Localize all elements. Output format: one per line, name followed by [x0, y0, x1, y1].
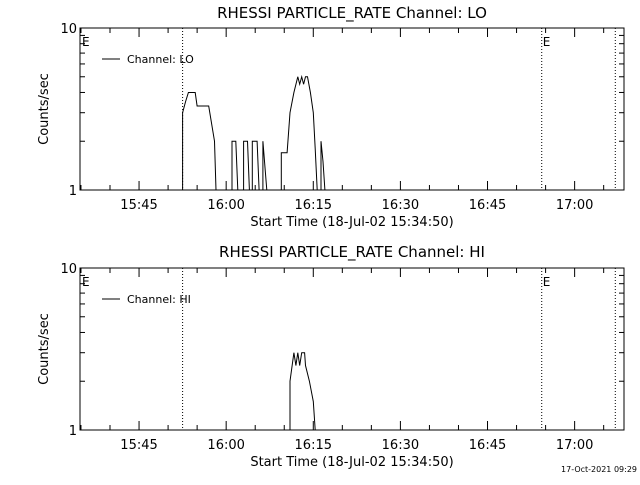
- x-tick-label: 16:30: [382, 438, 419, 453]
- event-marker-label: E: [543, 35, 551, 49]
- y-tick-label: 10: [60, 22, 77, 37]
- x-tick-label: 17:00: [556, 198, 593, 213]
- generation-timestamp: 17-Oct-2021 09:29: [561, 465, 637, 474]
- y-axis-label: Counts/sec: [37, 313, 52, 385]
- x-tick-label: 16:45: [469, 198, 506, 213]
- x-tick-label: 16:00: [207, 438, 244, 453]
- legend-entry: Channel: LO: [127, 53, 194, 66]
- plot-frame: [79, 27, 625, 191]
- event-marker-label: E: [543, 275, 551, 289]
- y-axis-label: Counts/sec: [37, 73, 52, 145]
- y-tick-label: 1: [69, 184, 77, 199]
- chart-title: RHESSI PARTICLE_RATE Channel: LO: [217, 4, 487, 23]
- y-tick-label: 10: [60, 262, 77, 277]
- x-axis-label: Start Time (18-Jul-02 15:34:50): [250, 215, 453, 230]
- series-line: [182, 74, 326, 191]
- legend-entry: Channel: HI: [127, 293, 191, 306]
- y-tick-label: 1: [69, 424, 77, 439]
- x-tick-label: 16:00: [207, 198, 244, 213]
- x-tick-label: 15:45: [120, 198, 157, 213]
- x-tick-label: 16:45: [469, 438, 506, 453]
- x-tick-label: 16:15: [295, 198, 332, 213]
- x-tick-label: 15:45: [120, 438, 157, 453]
- x-tick-label: 17:00: [556, 438, 593, 453]
- x-tick-label: 16:30: [382, 198, 419, 213]
- chart-title: RHESSI PARTICLE_RATE Channel: HI: [219, 243, 485, 262]
- plot-frame: [79, 267, 625, 431]
- event-marker-label: E: [82, 35, 90, 49]
- series-line: [289, 352, 316, 431]
- x-tick-label: 16:15: [295, 438, 332, 453]
- x-axis-label: Start Time (18-Jul-02 15:34:50): [250, 455, 453, 470]
- event-marker-label: E: [82, 275, 90, 289]
